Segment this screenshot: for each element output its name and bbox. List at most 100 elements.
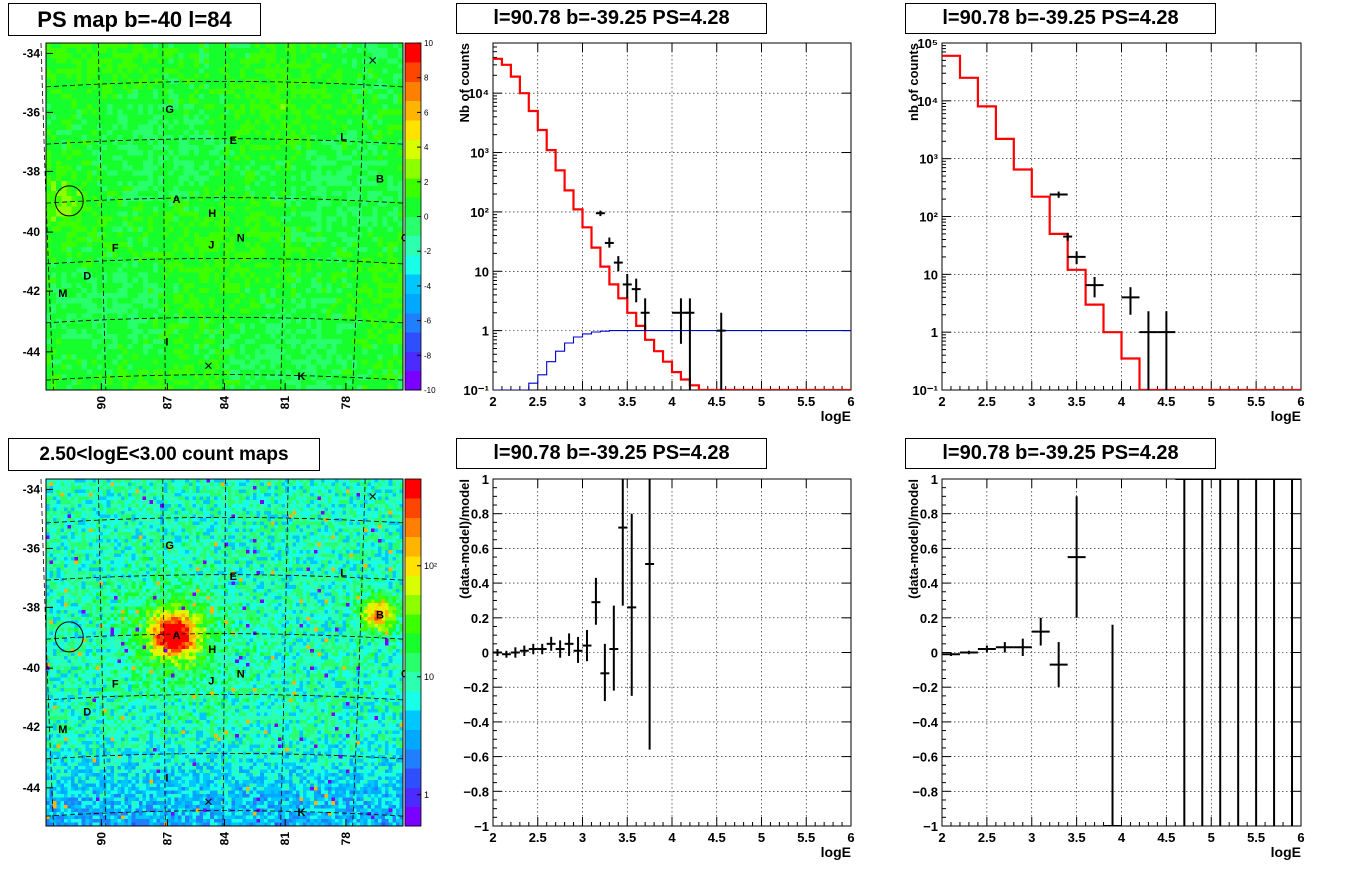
map-pixel [194, 196, 199, 201]
map-pixel [117, 479, 121, 483]
map-pixel [87, 58, 92, 63]
map-pixel [367, 171, 372, 176]
map-pixel [342, 43, 347, 48]
map-pixel [286, 63, 291, 68]
map-pixel [184, 313, 189, 318]
map-pixel [321, 104, 326, 109]
map-pixel [311, 247, 316, 252]
map-pixel [138, 201, 143, 206]
map-pixel [77, 262, 82, 267]
map-pixel [321, 181, 326, 186]
map-pixel [270, 319, 275, 324]
map-pixel [388, 364, 393, 369]
map-pixel [72, 217, 77, 222]
map-pixel [342, 273, 347, 278]
map-pixel [372, 48, 377, 53]
map-pixel [117, 293, 122, 298]
map-pixel [214, 114, 219, 119]
map-pixel [209, 145, 214, 150]
map-pixel [97, 69, 102, 74]
map-pixel [270, 63, 275, 68]
map-pixel [347, 380, 352, 385]
map-pixel [296, 104, 301, 109]
map-pixel [255, 135, 260, 140]
map-pixel [296, 165, 301, 170]
map-pixel [255, 237, 260, 242]
map-pixel [378, 329, 383, 334]
map-pixel [352, 237, 357, 242]
map-pixel [97, 232, 102, 237]
map-pixel [276, 354, 281, 359]
map-pixel [114, 483, 118, 487]
map-pixel [148, 364, 153, 369]
map-pixel [219, 319, 224, 324]
map-pixel [388, 293, 393, 298]
map-y-tick-label: -36 [23, 105, 41, 119]
map-pixel [46, 176, 51, 181]
map-pixel [321, 99, 326, 104]
map-pixel [250, 324, 255, 329]
map-pixel [148, 319, 153, 324]
map-pixel [77, 160, 82, 165]
map-pixel [194, 252, 199, 257]
map-pixel [77, 227, 82, 232]
map-pixel [311, 349, 316, 354]
map-pixel [92, 160, 97, 165]
map-pixel [281, 109, 286, 114]
map-pixel [128, 483, 132, 487]
colorbar-segment [405, 82, 421, 102]
map-pixel [347, 69, 352, 74]
map-pixel [352, 232, 357, 237]
map-pixel [311, 155, 316, 160]
map-pixel [306, 120, 311, 125]
map-pixel [352, 150, 357, 155]
map-pixel [148, 380, 153, 385]
map-pixel [204, 262, 209, 267]
map-pixel [291, 74, 296, 79]
map-pixel [209, 339, 214, 344]
map-pixel [175, 483, 179, 487]
map-pixel [357, 242, 362, 247]
map-pixel [230, 74, 235, 79]
map-pixel [225, 186, 230, 191]
map-pixel [82, 171, 87, 176]
map-pixel [123, 339, 128, 344]
map-pixel [219, 344, 224, 349]
map-pixel [153, 125, 158, 130]
map-pixel [133, 324, 138, 329]
map-pixel [316, 84, 321, 89]
map-pixel [321, 196, 326, 201]
map-pixel [51, 165, 56, 170]
map-pixel [235, 288, 240, 293]
map-pixel [250, 247, 255, 252]
map-pixel [250, 278, 255, 283]
map-pixel [352, 89, 357, 94]
map-pixel [153, 89, 158, 94]
map-pixel [230, 99, 235, 104]
map-pixel [378, 273, 383, 278]
map-pixel [174, 339, 179, 344]
map-pixel [316, 293, 321, 298]
map-pixel [158, 278, 163, 283]
map-pixel [87, 114, 92, 119]
map-pixel [194, 211, 199, 216]
map-pixel [286, 370, 291, 375]
map-pixel [194, 165, 199, 170]
map-pixel [102, 48, 107, 53]
map-pixel [82, 232, 87, 237]
map-pixel [221, 479, 225, 483]
map-pixel [56, 114, 61, 119]
map-pixel [214, 339, 219, 344]
map-pixel [332, 298, 337, 303]
map-pixel [362, 375, 367, 380]
map-pixel [168, 140, 173, 145]
map-pixel [398, 48, 403, 53]
map-pixel [179, 217, 184, 222]
map-pixel [301, 324, 306, 329]
map-pixel [235, 63, 240, 68]
map-pixel [245, 58, 250, 63]
map-pixel [270, 364, 275, 369]
map-pixel [357, 43, 362, 48]
map-pixel [321, 308, 326, 313]
